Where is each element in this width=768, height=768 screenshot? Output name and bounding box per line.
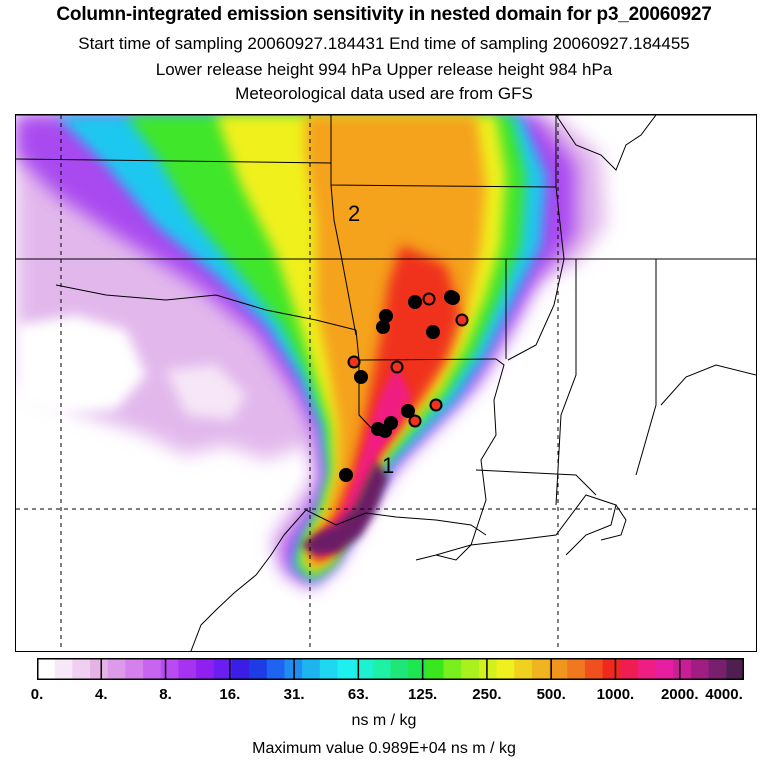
colorbar-tick-label: 63. xyxy=(347,686,369,703)
colorbar-tick-label: 16. xyxy=(219,686,241,703)
colorbar-tick-label: 4000. xyxy=(705,686,743,703)
colorbar-tick-label: 500. xyxy=(536,686,566,703)
colorbar-segment xyxy=(143,658,162,680)
colorbar-segment xyxy=(567,658,586,680)
colorbar-segment xyxy=(425,658,445,680)
colorbar-segment xyxy=(655,658,674,680)
colorbar-segment xyxy=(37,658,56,680)
meteo-source: Meteorological data used are from GFS xyxy=(235,84,533,103)
colorbar-segment xyxy=(231,658,250,680)
receptor-black xyxy=(446,291,460,305)
colorbar-segment xyxy=(496,658,515,680)
cluster-label-1: 1 xyxy=(382,453,395,478)
colorbar-segment xyxy=(125,658,144,680)
receptor-red xyxy=(390,360,404,374)
colorbar-segment xyxy=(726,658,745,680)
colorbar-segment xyxy=(584,658,604,680)
receptor-black xyxy=(378,424,392,438)
sensitivity-map: 2 1 xyxy=(15,114,757,652)
colorbar-segment xyxy=(160,658,179,680)
receptor-black xyxy=(401,404,415,418)
receptor-black xyxy=(426,325,440,339)
colorbar-segment xyxy=(54,658,73,680)
cluster-label-2: 2 xyxy=(348,201,361,226)
colorbar-segment xyxy=(178,658,197,680)
colorbar-units: ns m / kg xyxy=(351,712,417,729)
colorbar-tick-label: 8. xyxy=(159,686,172,703)
receptor-black xyxy=(354,370,368,384)
receptor-red xyxy=(455,313,469,327)
plot-title: Column-integrated emission sensitivity i… xyxy=(56,4,712,25)
colorbar-segment xyxy=(514,658,533,680)
receptor-black xyxy=(376,320,390,334)
receptor-red xyxy=(429,398,443,412)
colorbar-segment xyxy=(266,658,285,680)
colorbar-segment xyxy=(90,658,109,680)
colorbar-segment xyxy=(107,658,126,680)
colorbar-segment xyxy=(478,658,498,680)
colorbar-segment xyxy=(637,658,657,680)
colorbar-segment xyxy=(302,658,321,680)
colorbar-segment xyxy=(673,658,692,680)
receptor-black xyxy=(339,468,353,482)
colorbar-segment xyxy=(443,658,462,680)
colorbar-tick-label: 0. xyxy=(30,686,44,703)
colorbar-segment xyxy=(708,658,727,680)
colorbar-segment xyxy=(337,658,356,680)
low-sensitivity-areas xyxy=(16,315,246,420)
colorbar-segment xyxy=(249,658,268,680)
colorbar-segment xyxy=(690,658,710,680)
receptor-markers xyxy=(339,290,469,482)
colorbar-tick-label: 31. xyxy=(283,686,305,703)
colorbar-segment xyxy=(408,658,427,680)
release-heights: Lower release height 994 hPa Upper relea… xyxy=(155,60,613,79)
lat-lon-grid xyxy=(16,115,756,651)
colorbar-segment xyxy=(461,658,480,680)
colorbar xyxy=(36,658,745,680)
colorbar-tick-label: 2000. xyxy=(660,686,699,703)
colorbar-segment xyxy=(602,658,621,680)
maximum-value: Maximum value 0.989E+04 ns m / kg xyxy=(252,740,516,757)
colorbar-tick-label: 125. xyxy=(408,686,438,703)
receptor-red xyxy=(347,355,361,369)
colorbar-tick-label: 4. xyxy=(95,686,108,703)
sampling-times: Start time of sampling 20060927.184431 E… xyxy=(78,34,690,53)
sensitivity-plume xyxy=(16,115,606,590)
colorbar-segment xyxy=(319,658,338,680)
colorbar-segment xyxy=(620,658,639,680)
colorbar-segment xyxy=(213,658,232,680)
colorbar-segment xyxy=(355,658,374,680)
colorbar-segment xyxy=(372,658,391,680)
colorbar-segment xyxy=(72,658,91,680)
colorbar-segment xyxy=(531,658,551,680)
colorbar-tick-label: 250. xyxy=(472,686,502,703)
colorbar-segment xyxy=(390,658,409,680)
colorbar-segment xyxy=(549,658,568,680)
colorbar-segment xyxy=(196,658,215,680)
receptor-red xyxy=(422,292,436,306)
colorbar-tick-label: 1000. xyxy=(596,686,635,703)
receptor-black xyxy=(408,295,422,309)
receptor-red xyxy=(408,414,422,428)
